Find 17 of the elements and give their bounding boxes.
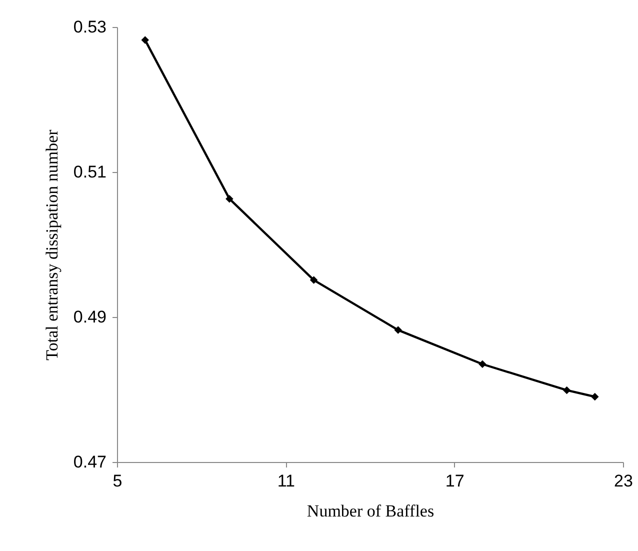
y-tick-label: 0.53 — [73, 18, 106, 36]
x-tick-label: 11 — [277, 472, 295, 490]
point — [562, 386, 571, 394]
y-tick-label: 0.47 — [73, 452, 106, 472]
y-axis-title: Total entransy dissipation number — [42, 129, 62, 360]
x-axis-title: Number of Baffles — [306, 502, 434, 520]
point — [394, 326, 402, 334]
x-tick-label: 17 — [445, 472, 464, 490]
y-tick-label: 0.51 — [73, 162, 106, 182]
x-tick-label: 5 — [112, 472, 122, 490]
point — [478, 360, 486, 368]
x-tick-label: 23 — [614, 472, 633, 490]
point — [591, 392, 599, 401]
point — [141, 36, 149, 44]
point — [226, 194, 234, 203]
point — [310, 276, 318, 284]
y-tick-label: 0.49 — [73, 308, 106, 326]
